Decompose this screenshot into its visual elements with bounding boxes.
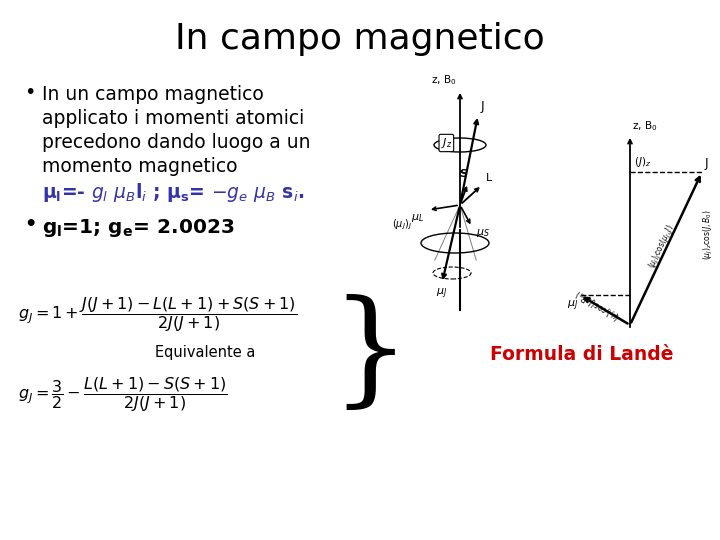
Text: z, B$_0$: z, B$_0$ [632, 119, 657, 133]
Text: $\mu_S$: $\mu_S$ [476, 227, 490, 239]
Text: •: • [24, 83, 35, 102]
Text: $\mu_J$: $\mu_J$ [436, 287, 448, 301]
Text: applicato i momenti atomici: applicato i momenti atomici [42, 109, 305, 128]
Text: Equivalente a: Equivalente a [155, 346, 256, 361]
Text: $(\mu_J)_J$: $(\mu_J)_J$ [392, 218, 412, 232]
Text: $(\mu_J)_z\cos(J,B_0)$: $(\mu_J)_z\cos(J,B_0)$ [701, 210, 714, 260]
Text: J: J [705, 157, 708, 170]
Text: z, B$_0$: z, B$_0$ [431, 73, 456, 87]
Text: •: • [24, 215, 37, 234]
Text: $g_J = 1 + \dfrac{J(J+1) - L(L+1) + S(S+1)}{2J(J+1)}$: $g_J = 1 + \dfrac{J(J+1) - L(L+1) + S(S+… [18, 295, 297, 334]
Text: $\mathbf{g_l}$=1; $\mathbf{g_e}$= 2.0023: $\mathbf{g_l}$=1; $\mathbf{g_e}$= 2.0023 [42, 217, 235, 239]
Text: $\mathbf{\mu_l}$=- $g_l$ $\mu_B\mathbf{l}_i$ ; $\mathbf{\mu_s}$= $-g_e$ $\mu_B$ : $\mathbf{\mu_l}$=- $g_l$ $\mu_B\mathbf{l… [42, 181, 305, 204]
Text: In un campo magnetico: In un campo magnetico [42, 85, 264, 104]
Text: In campo magnetico: In campo magnetico [175, 22, 545, 56]
Text: precedono dando luogo a un: precedono dando luogo a un [42, 133, 310, 152]
Text: $\mu_J$: $\mu_J$ [567, 299, 578, 313]
Text: $\mathbf{S}$: $\mathbf{S}$ [459, 167, 469, 179]
Text: $J_z$: $J_z$ [441, 136, 452, 150]
Text: Formula di Landè: Formula di Landè [490, 346, 673, 365]
Text: $(\mu_J)_J\cos(\mu_J,J)$: $(\mu_J)_J\cos(\mu_J,J)$ [646, 223, 678, 272]
Text: $(J)_z$: $(J)_z$ [634, 155, 651, 169]
Text: momento magnetico: momento magnetico [42, 157, 238, 176]
Text: L: L [486, 173, 492, 183]
Text: $g_J = \dfrac{3}{2} - \dfrac{L(L+1) - S(S+1)}{2J(J+1)}$: $g_J = \dfrac{3}{2} - \dfrac{L(L+1) - S(… [18, 375, 228, 415]
Text: J: J [481, 100, 485, 113]
Text: $(\mu_J)_J\cos(J,B_0)$: $(\mu_J)_J\cos(J,B_0)$ [574, 285, 624, 322]
Text: $\mu_L$: $\mu_L$ [411, 212, 424, 224]
Text: }: } [330, 294, 410, 416]
